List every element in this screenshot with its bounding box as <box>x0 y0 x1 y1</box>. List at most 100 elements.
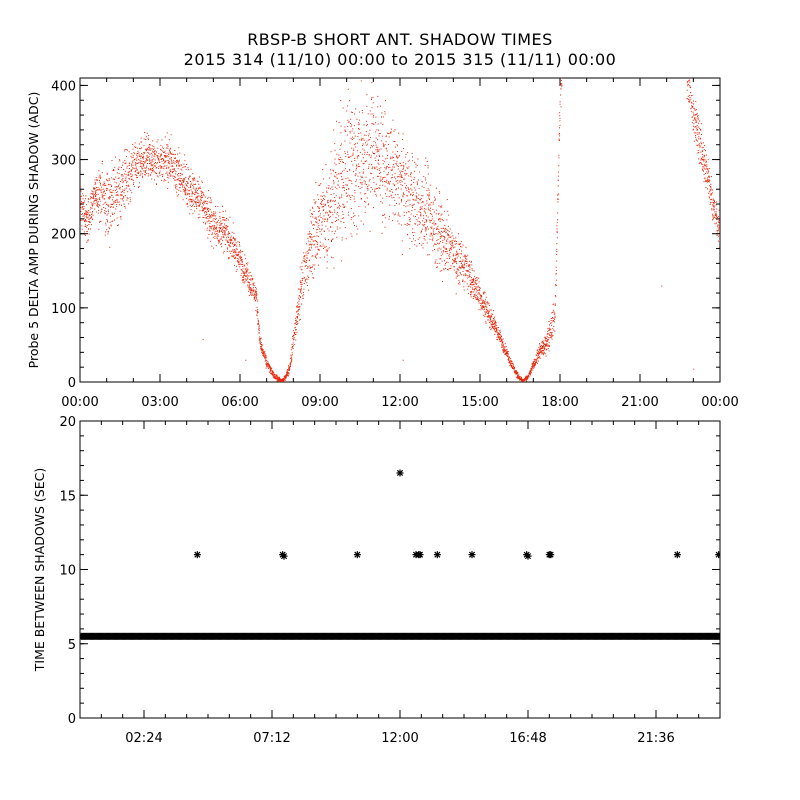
data-point <box>201 195 203 196</box>
data-point <box>196 195 198 197</box>
data-point <box>505 350 507 352</box>
data-point <box>143 144 145 146</box>
data-point <box>391 189 393 190</box>
data-point <box>440 241 441 243</box>
data-point <box>200 187 202 189</box>
data-point <box>198 213 200 215</box>
data-point <box>210 216 212 218</box>
data-point <box>171 175 173 177</box>
data-point <box>402 193 404 195</box>
data-point <box>88 210 90 212</box>
data-point <box>154 151 156 153</box>
data-point <box>107 213 109 215</box>
data-point <box>457 283 459 285</box>
data-point <box>413 179 415 180</box>
data-point <box>295 324 297 326</box>
data-point <box>380 176 382 178</box>
data-point <box>202 216 204 218</box>
data-point <box>358 111 360 113</box>
data-point <box>708 192 710 194</box>
data-point <box>323 215 325 217</box>
data-point <box>292 348 294 350</box>
data-point <box>695 139 697 141</box>
data-point <box>258 329 260 331</box>
data-point <box>423 225 425 227</box>
data-point <box>265 359 267 361</box>
data-point <box>457 274 459 276</box>
data-point <box>396 144 398 146</box>
data-point <box>504 343 506 345</box>
data-point <box>463 289 465 291</box>
data-point <box>438 205 440 207</box>
data-point <box>456 250 458 252</box>
data-point <box>181 183 183 184</box>
data-point <box>288 375 289 377</box>
data-point <box>114 186 116 188</box>
data-point <box>252 282 254 284</box>
data-point <box>376 188 377 190</box>
data-point <box>176 179 178 181</box>
data-point <box>327 202 329 204</box>
data-point <box>423 210 425 212</box>
data-point <box>388 182 390 184</box>
data-point <box>185 190 187 191</box>
data-point <box>322 200 324 201</box>
data-point <box>146 158 148 160</box>
data-point <box>364 206 366 208</box>
data-point <box>542 350 544 352</box>
data-point <box>705 154 707 156</box>
data-point <box>444 237 446 239</box>
data-point <box>519 376 521 377</box>
data-point <box>436 227 438 229</box>
data-point <box>405 200 407 202</box>
data-point <box>277 379 279 381</box>
data-point <box>186 164 188 165</box>
data-point <box>498 327 499 329</box>
data-point <box>712 202 714 204</box>
data-point <box>199 186 201 188</box>
data-point <box>124 188 126 190</box>
data-point <box>472 296 474 298</box>
data-point <box>191 199 192 200</box>
data-point <box>142 175 143 177</box>
data-point <box>492 320 494 322</box>
data-point <box>330 200 331 202</box>
data-point <box>231 239 232 241</box>
data-point <box>90 201 92 203</box>
data-point <box>269 369 271 370</box>
data-point <box>319 220 320 222</box>
data-point <box>507 356 509 358</box>
data-point <box>360 197 362 199</box>
data-point <box>491 320 493 322</box>
data-point <box>471 287 473 289</box>
data-point <box>475 291 477 293</box>
data-point <box>432 229 434 231</box>
data-point <box>279 377 280 379</box>
data-point <box>719 226 720 228</box>
data-point <box>560 79 562 81</box>
data-point <box>173 175 175 177</box>
data-point <box>193 194 195 196</box>
data-point <box>324 203 326 205</box>
data-point <box>406 195 408 197</box>
data-point <box>88 219 90 221</box>
data-point <box>375 122 377 124</box>
data-point <box>94 188 96 189</box>
data-point <box>476 299 478 300</box>
data-point <box>137 150 139 152</box>
data-point <box>176 191 178 193</box>
data-point <box>328 214 330 216</box>
data-point <box>428 189 430 191</box>
data-point <box>288 367 290 369</box>
data-point <box>335 172 337 173</box>
data-point <box>488 312 490 314</box>
data-point <box>375 160 377 161</box>
data-point <box>340 100 342 101</box>
data-point <box>294 331 296 333</box>
data-point <box>179 186 181 188</box>
data-point <box>410 184 412 186</box>
data-point <box>106 214 108 216</box>
data-point <box>236 258 238 260</box>
data-point <box>230 252 232 254</box>
